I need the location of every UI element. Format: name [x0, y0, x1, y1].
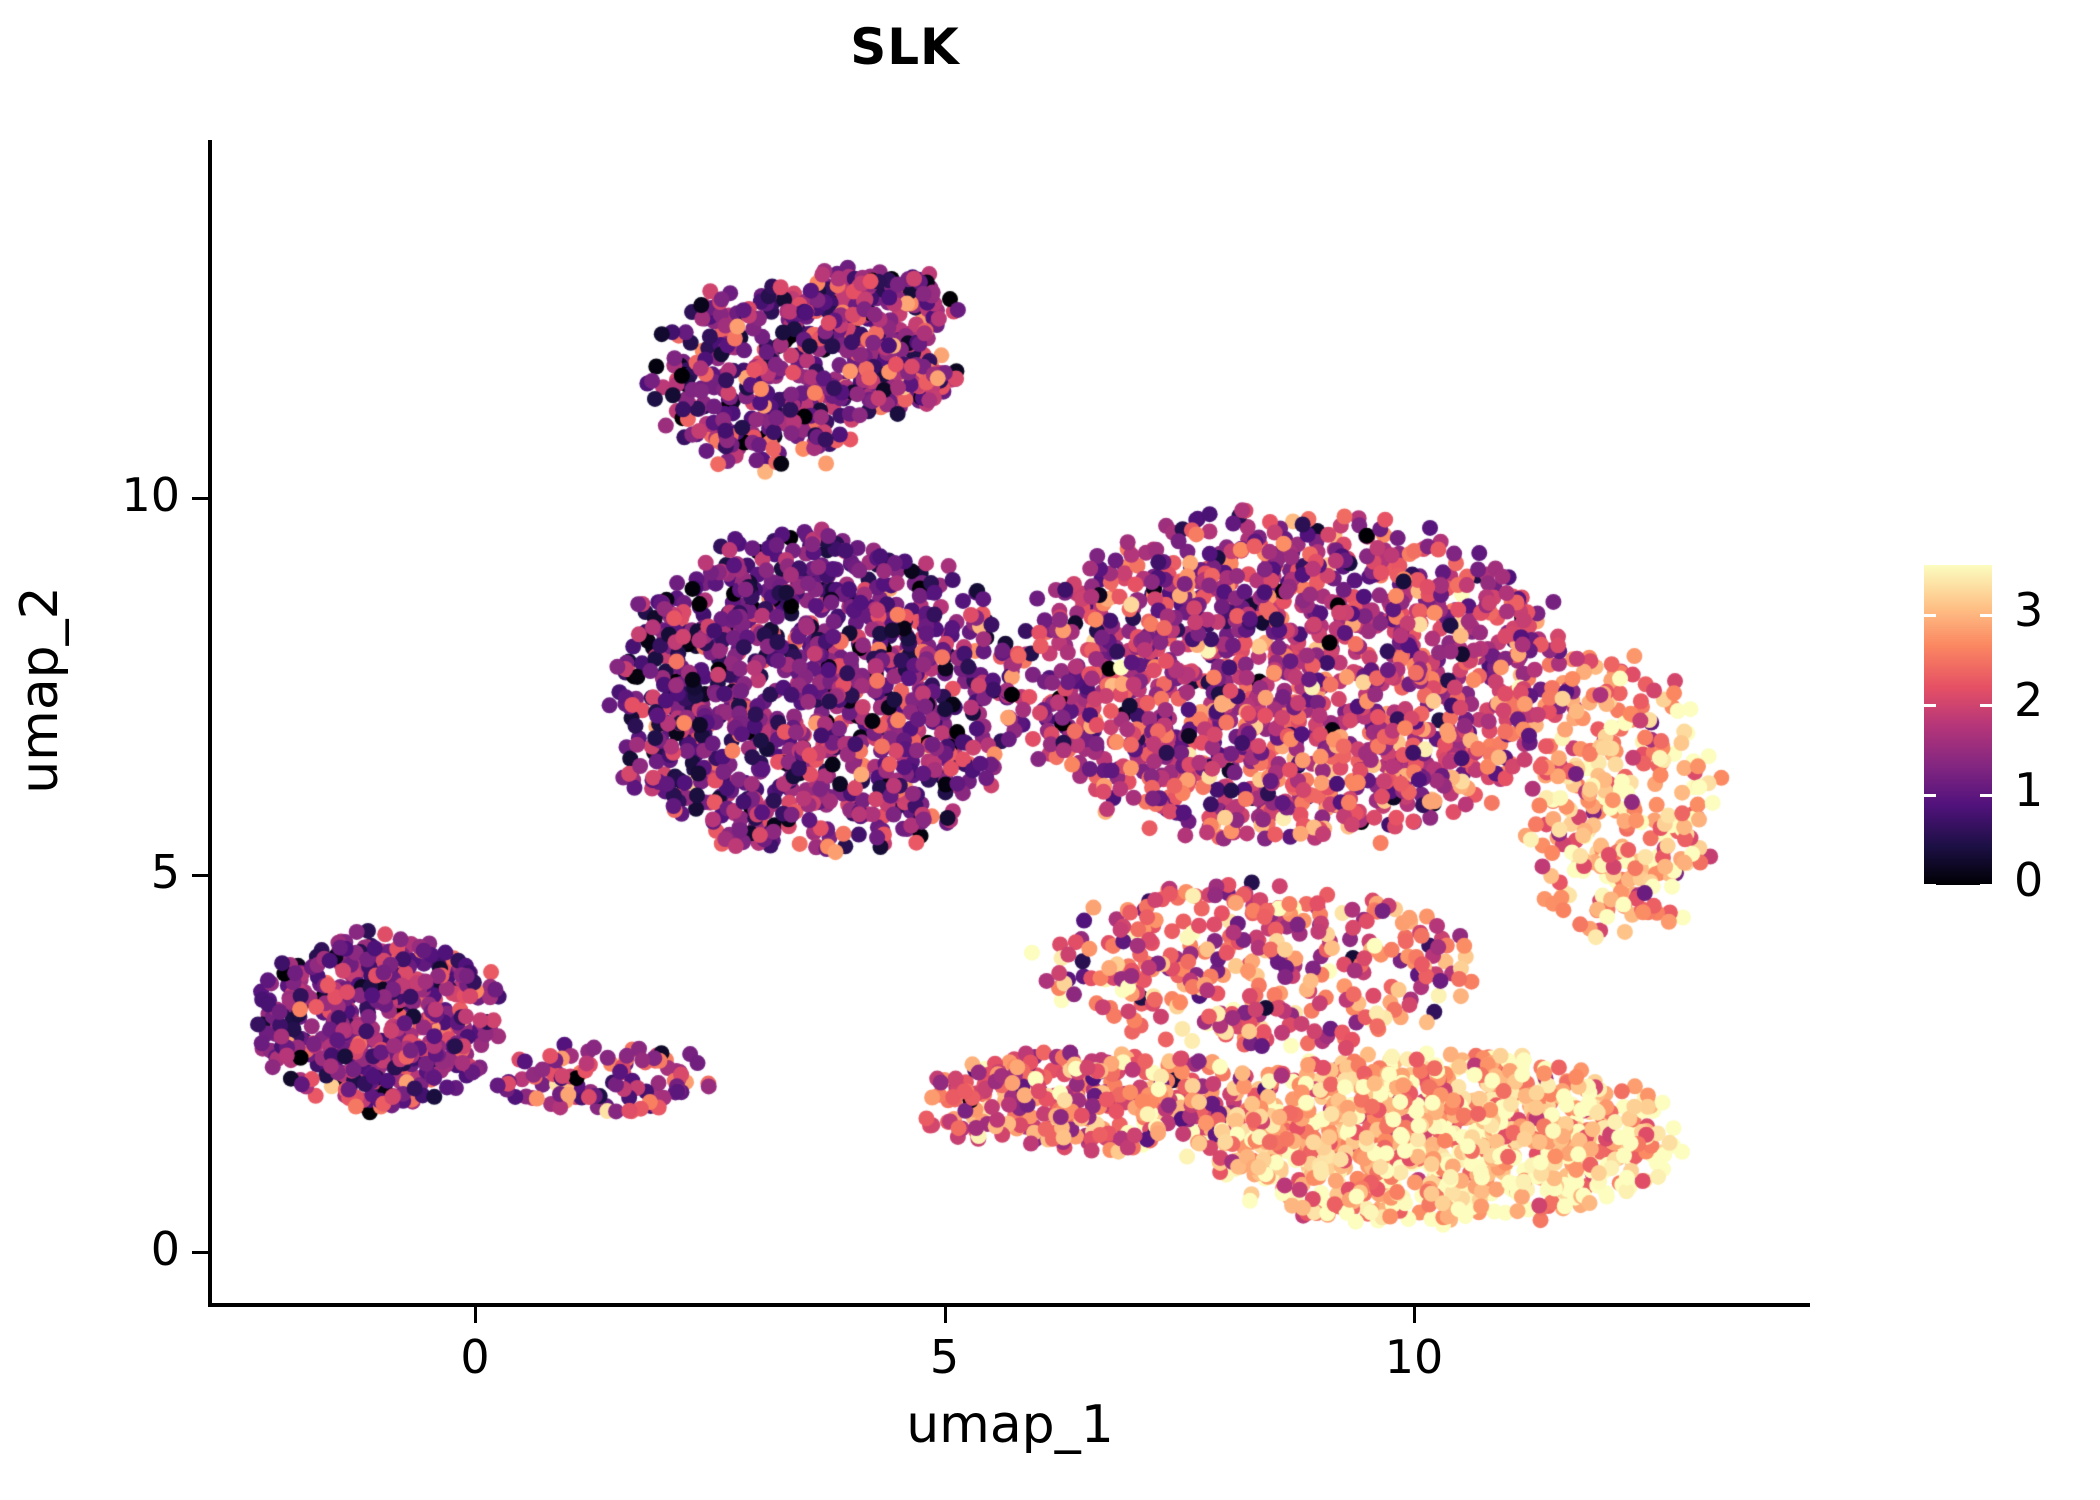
x-tick-label: 5 — [929, 1330, 960, 1384]
colorbar-tick-label: 2 — [2014, 672, 2044, 727]
colorbar-tick-label: 3 — [2014, 582, 2044, 637]
x-tick-mark — [943, 1307, 947, 1323]
colorbar-tick-mark — [1980, 703, 1992, 707]
colorbar-tick-mark — [1980, 884, 1992, 887]
scatter-points-layer — [210, 140, 1810, 1305]
y-tick-mark — [192, 1251, 208, 1254]
colorbar-tick-mark — [1980, 793, 1992, 797]
colorbar-gradient — [1924, 565, 1992, 885]
y-tick-label: 10 — [121, 468, 180, 522]
y-tick-mark — [192, 874, 208, 877]
colorbar — [1924, 565, 1992, 887]
x-tick-label: 0 — [460, 1330, 490, 1384]
x-tick-mark — [1413, 1307, 1416, 1323]
y-tick-label: 0 — [150, 1222, 180, 1276]
colorbar-tick-mark — [1924, 613, 1936, 617]
y-tick-label: 5 — [150, 845, 180, 899]
x-tick-mark — [474, 1307, 477, 1323]
x-tick-label: 10 — [1384, 1330, 1444, 1384]
y-tick-mark — [192, 497, 208, 500]
colorbar-tick-mark — [1924, 703, 1936, 707]
x-axis-label: umap_1 — [906, 1395, 1114, 1455]
plot-axes-area — [210, 140, 1810, 1305]
page-title: SLK — [850, 18, 960, 76]
x-axis-spine — [208, 1303, 1810, 1307]
colorbar-tick-mark — [1924, 793, 1936, 797]
y-axis-label: umap_2 — [10, 586, 70, 794]
colorbar-tick-mark — [1924, 884, 1936, 887]
colorbar-tick-label: 1 — [2014, 762, 2044, 817]
colorbar-tick-mark — [1980, 613, 1992, 617]
colorbar-tick-label: 0 — [2014, 853, 2044, 907]
y-axis-spine — [208, 140, 212, 1307]
